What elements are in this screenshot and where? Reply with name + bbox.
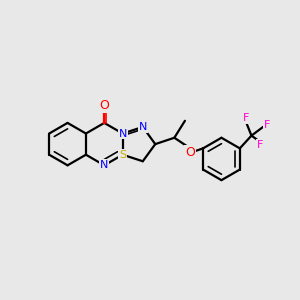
Text: S: S: [119, 150, 126, 160]
Text: F: F: [264, 120, 270, 130]
Text: N: N: [118, 128, 127, 139]
Text: N: N: [100, 160, 109, 170]
Text: O: O: [99, 99, 109, 112]
Text: N: N: [139, 122, 147, 132]
Text: F: F: [243, 113, 249, 123]
Text: O: O: [185, 146, 195, 159]
Text: F: F: [257, 140, 263, 150]
